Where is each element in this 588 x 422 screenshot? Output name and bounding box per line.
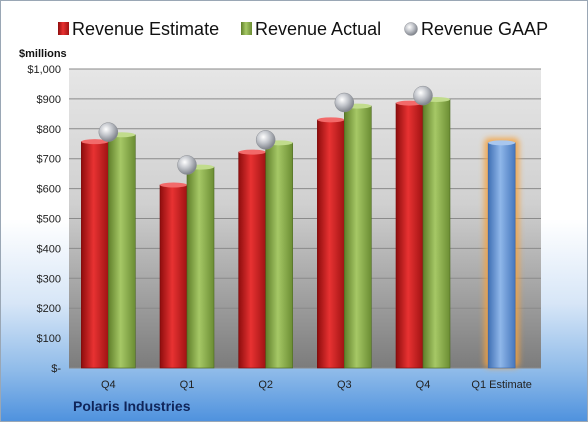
- y-tick-label: $600: [37, 184, 61, 196]
- bar-revenue-estimate: [317, 119, 345, 369]
- y-tick-label: $900: [37, 94, 61, 106]
- bar-cap: [81, 139, 109, 145]
- x-tick-label: Q4: [101, 379, 116, 391]
- y-tick-label: $200: [37, 303, 61, 315]
- y-tick-label: $300: [37, 273, 61, 285]
- company-name: Polaris Industries: [73, 398, 191, 414]
- legend-label: Revenue Actual: [255, 19, 381, 39]
- x-tick-label: Q1 Estimate: [471, 379, 532, 391]
- bar-revenue-actual: [344, 105, 372, 369]
- y-unit-label: $millions: [19, 48, 67, 60]
- y-tick-label: $800: [37, 124, 61, 136]
- marker-revenue-gaap: [413, 85, 433, 106]
- bar-revenue-actual: [108, 134, 136, 369]
- legend-swatch-revenue-actual: [241, 22, 252, 35]
- x-tick-label: Q3: [337, 379, 352, 391]
- y-tick-label: $-: [51, 363, 61, 375]
- x-tick-label: Q1: [180, 379, 195, 391]
- marker-revenue-gaap: [255, 130, 276, 150]
- bar-revenue-actual: [422, 99, 451, 369]
- bar-revenue-estimate: [395, 102, 424, 369]
- bar-cap: [160, 182, 187, 188]
- bar-revenue-estimate: [159, 184, 188, 369]
- legend-label: Revenue GAAP: [421, 19, 548, 39]
- y-tick-label: $500: [37, 214, 61, 226]
- bar-cap: [488, 140, 516, 146]
- marker-revenue-gaap: [98, 122, 119, 142]
- legend-swatch-revenue-estimate: [58, 22, 69, 35]
- y-tick-label: $400: [37, 243, 61, 255]
- bar-cap: [317, 117, 345, 123]
- legend-swatch-revenue-gaap: [404, 22, 418, 36]
- x-tick-label: Q2: [258, 379, 273, 391]
- marker-revenue-gaap: [177, 155, 197, 175]
- bar-revenue-estimate: [81, 141, 109, 369]
- bar-revenue-actual: [186, 166, 215, 369]
- y-tick-label: $1,000: [27, 64, 61, 76]
- x-tick-label: Q4: [416, 379, 431, 391]
- bar-revenue-actual: [265, 142, 293, 369]
- legend-label: Revenue Estimate: [72, 19, 219, 39]
- bar-q1-estimate: [487, 142, 516, 369]
- bar-revenue-estimate: [238, 151, 266, 369]
- bar-cap: [238, 149, 266, 155]
- marker-revenue-gaap: [334, 92, 355, 113]
- y-tick-label: $700: [37, 154, 61, 166]
- y-tick-label: $100: [37, 333, 61, 345]
